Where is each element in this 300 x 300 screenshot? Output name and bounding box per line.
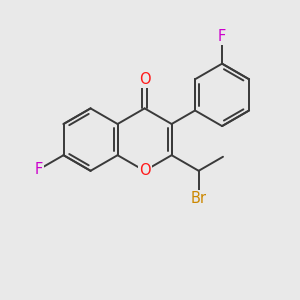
Text: F: F [35,162,43,177]
Text: Br: Br [191,191,207,206]
Text: F: F [218,29,226,44]
Text: O: O [139,163,150,178]
Text: O: O [139,72,150,87]
